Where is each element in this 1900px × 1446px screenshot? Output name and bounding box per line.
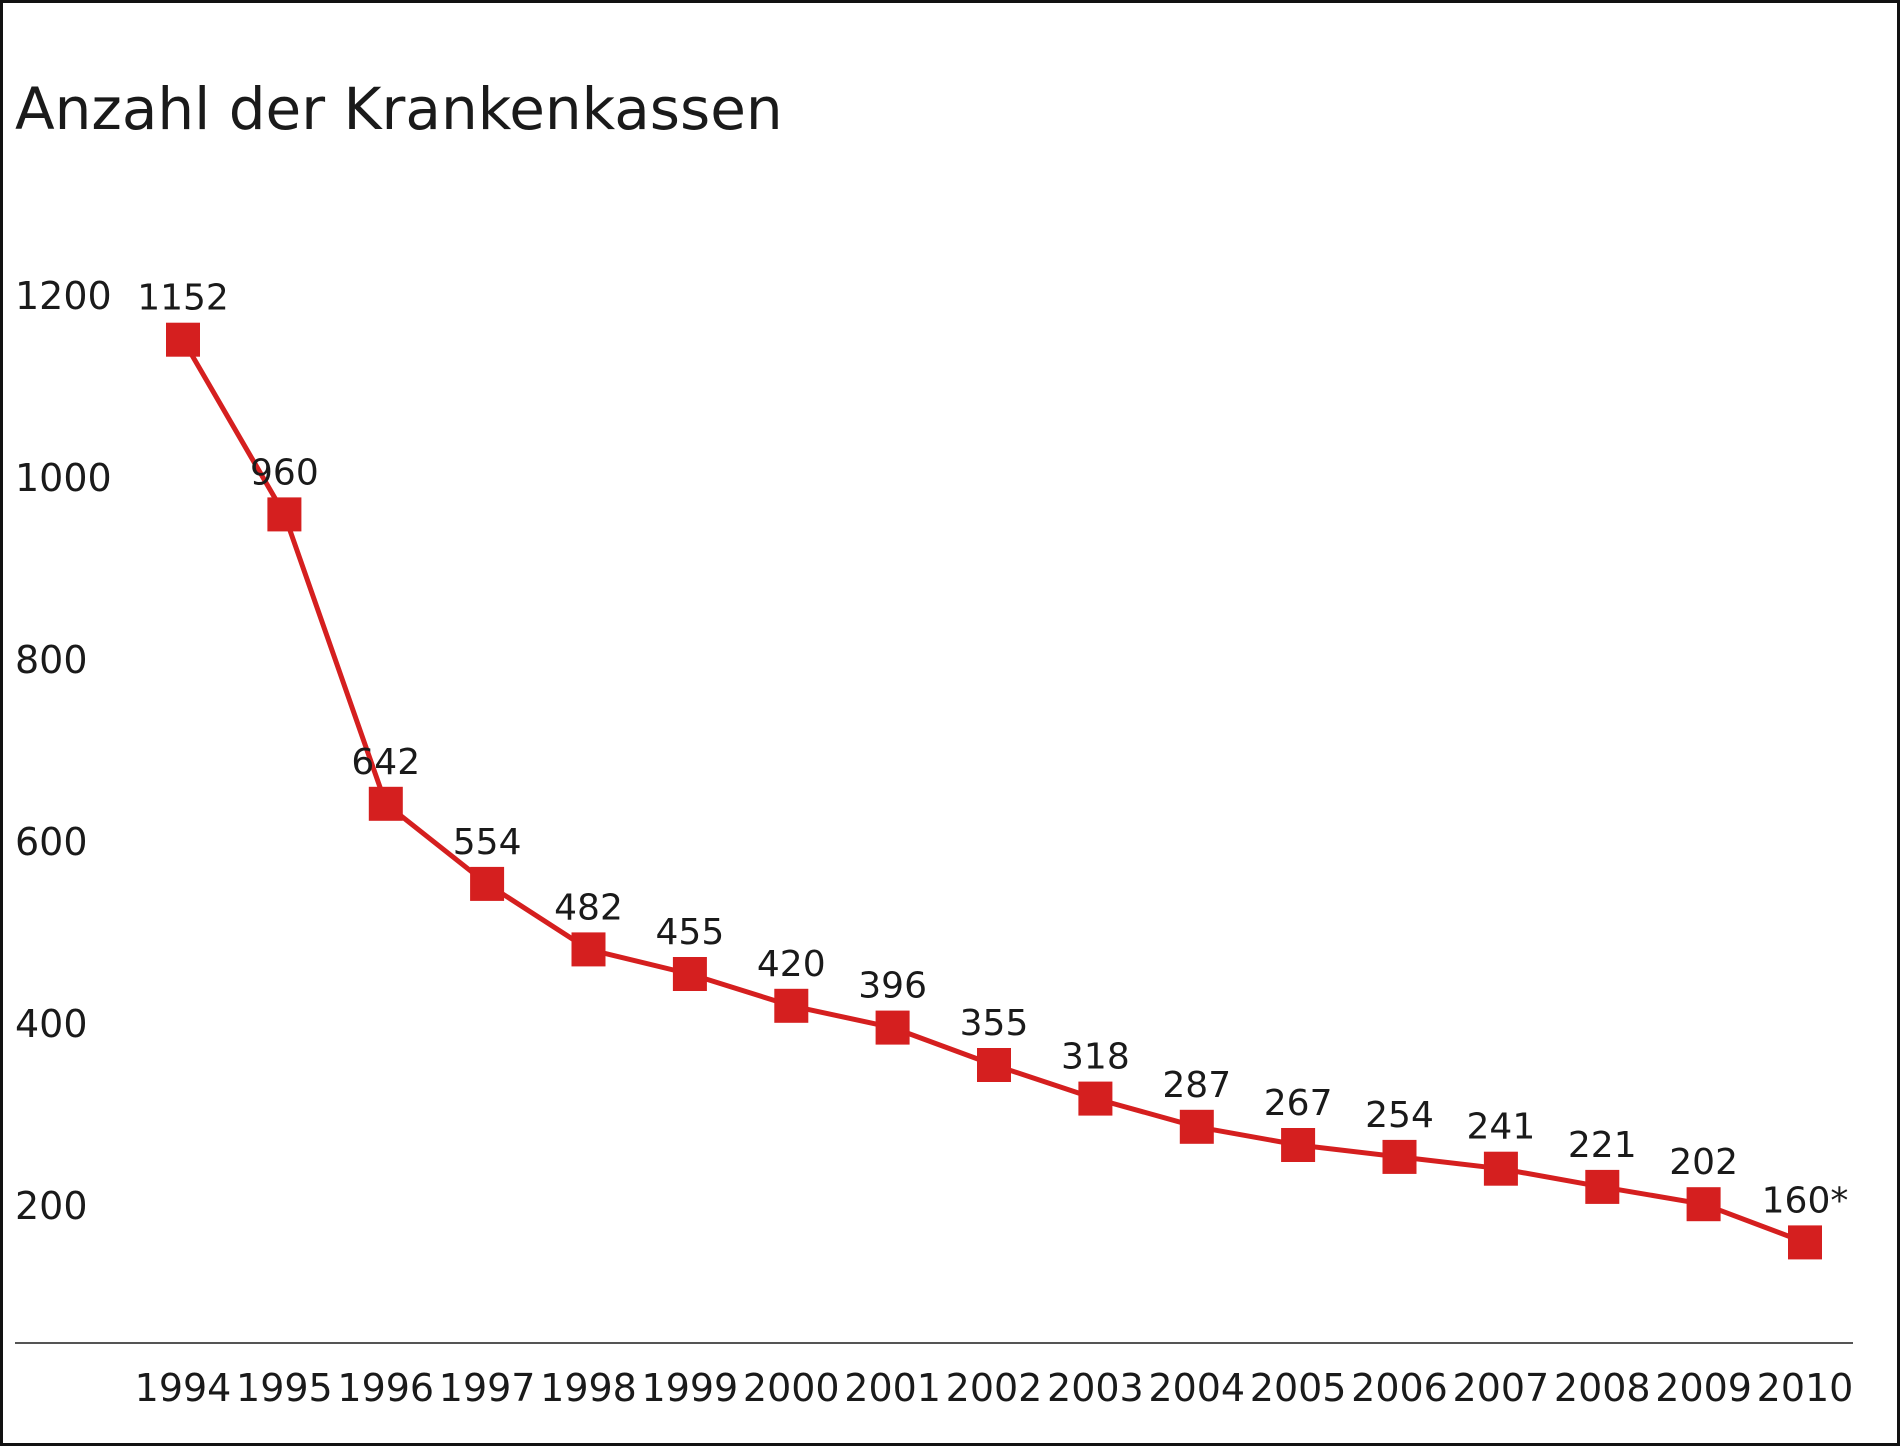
data-point-marker	[1382, 1139, 1417, 1174]
x-tick-label: 2004	[1148, 1366, 1245, 1410]
data-markers	[166, 322, 1822, 1260]
data-label: 1152	[137, 278, 229, 319]
x-tick-label: 1998	[540, 1366, 637, 1410]
data-label: 241	[1467, 1107, 1536, 1148]
y-tick-label: 1000	[15, 456, 112, 500]
data-point-marker	[1483, 1151, 1518, 1186]
data-label: 160*	[1762, 1180, 1849, 1221]
y-tick-label: 600	[15, 820, 88, 864]
data-point-marker	[267, 497, 302, 532]
data-point-marker	[470, 866, 505, 901]
data-label: 396	[858, 966, 927, 1007]
data-label: 482	[554, 887, 623, 928]
data-point-marker	[977, 1048, 1011, 1082]
data-point-marker	[1686, 1187, 1721, 1222]
x-tick-label: 2003	[1047, 1366, 1144, 1410]
data-label: 202	[1669, 1142, 1738, 1183]
x-tick-label: 2010	[1757, 1366, 1854, 1410]
data-label: 254	[1365, 1095, 1434, 1136]
data-point-marker	[1585, 1169, 1620, 1204]
data-point-marker	[875, 1010, 910, 1045]
x-tick-label: 2008	[1554, 1366, 1651, 1410]
series-line	[180, 338, 1806, 1245]
x-tick-label: 1997	[439, 1366, 536, 1410]
x-tick-label: 2005	[1250, 1366, 1347, 1410]
data-label: 355	[960, 1003, 1029, 1044]
data-point-marker	[1179, 1109, 1214, 1144]
data-label: 642	[351, 742, 420, 783]
data-point-marker	[571, 932, 606, 967]
y-tick-label: 800	[15, 638, 88, 682]
data-point-marker	[774, 988, 809, 1023]
data-point-marker	[368, 786, 403, 821]
y-tick-label: 200	[15, 1184, 88, 1228]
data-point-marker	[672, 957, 707, 991]
x-tick-label: 2000	[743, 1366, 840, 1410]
x-tick-label: 2009	[1655, 1366, 1752, 1410]
data-label: 455	[656, 912, 725, 953]
data-point-marker	[1078, 1081, 1113, 1116]
data-label: 287	[1162, 1065, 1231, 1106]
x-axis-ticks: 1994 1995 1996 1997 1998 1999 2000 2001 2002 2003…	[135, 1366, 1854, 1410]
x-tick-label: 2002	[946, 1366, 1043, 1410]
x-tick-label: 2006	[1351, 1366, 1448, 1410]
data-label: 318	[1061, 1037, 1130, 1078]
x-tick-label: 1994	[135, 1366, 232, 1410]
x-tick-label: 1999	[642, 1366, 739, 1410]
data-label: 554	[453, 822, 522, 863]
x-tick-label: 1995	[236, 1366, 333, 1410]
data-label: 267	[1264, 1083, 1333, 1124]
chart-title: Anzahl der Krankenkassen	[15, 75, 783, 143]
y-axis-ticks: 1200 1000 800 600 400 200	[15, 274, 112, 1228]
data-label: 420	[757, 944, 826, 985]
data-label: 221	[1568, 1125, 1637, 1166]
y-tick-label: 1200	[15, 274, 112, 318]
x-tick-label: 2007	[1453, 1366, 1550, 1410]
data-point-marker	[1281, 1128, 1316, 1162]
data-labels: 1152 960 642 554 482 455 420 396 355 318 287 267 254…	[137, 278, 1848, 1222]
data-point-marker	[1788, 1225, 1822, 1260]
x-tick-label: 1996	[337, 1366, 434, 1410]
x-tick-label: 2001	[844, 1366, 941, 1410]
y-tick-label: 400	[15, 1002, 88, 1046]
data-label: 960	[250, 452, 319, 493]
data-point-marker	[166, 322, 200, 357]
